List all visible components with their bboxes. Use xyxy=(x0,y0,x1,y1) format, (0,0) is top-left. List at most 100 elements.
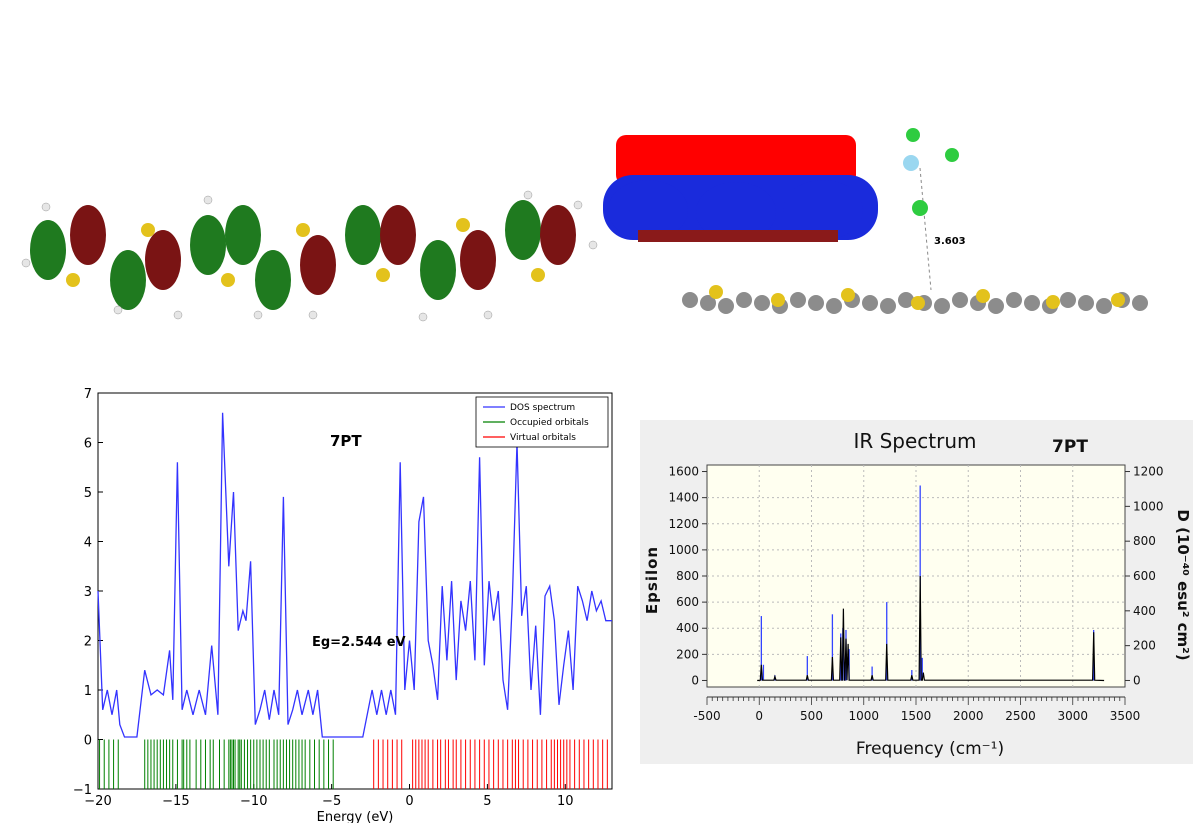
dos-y-tick-label: 0 xyxy=(84,734,92,749)
sulfur-atom xyxy=(1046,295,1060,309)
red-lobe xyxy=(460,230,496,290)
ir-chart-svg: IR Spectrum 7PT -500 0 500 1000 1500 2000 2500… xyxy=(643,429,1192,759)
dos-y-tick-label: 5 xyxy=(84,486,92,501)
ir-y-tick-label: 1400 xyxy=(668,491,699,505)
ir-y-label: Epsilon xyxy=(643,546,661,614)
legend-label-dos: DOS spectrum xyxy=(510,403,575,413)
green-lobe xyxy=(190,215,226,275)
ir-y2-tick-label: 1200 xyxy=(1133,465,1164,479)
ir-subtitle: 7PT xyxy=(1052,437,1088,457)
hydrogen-atom xyxy=(573,200,583,210)
green-lobe xyxy=(110,250,146,310)
center-atom xyxy=(903,155,919,171)
chlorine-atom xyxy=(912,200,928,216)
green-lobe xyxy=(505,200,541,260)
sulfur-atom xyxy=(66,273,80,287)
hydrogen-atom xyxy=(203,195,213,205)
ir-epsilon-line xyxy=(757,575,1105,682)
orbital-drawing xyxy=(21,190,598,322)
sulfur-atom xyxy=(221,273,235,287)
sulfur-atom xyxy=(456,218,470,232)
green-lobe xyxy=(225,205,261,265)
sulfur-atom xyxy=(911,296,925,310)
ir-grid xyxy=(707,465,1125,687)
carbon-atom xyxy=(718,298,734,314)
ir-title: IR Spectrum xyxy=(853,429,976,453)
ir-y-tick-label: 800 xyxy=(676,569,699,583)
surface-lobe xyxy=(608,180,688,240)
dos-y-ticks: −1 0 1 2 3 4 5 6 7 xyxy=(73,387,103,798)
carbon-atom xyxy=(1060,292,1076,308)
dos-y-tick-label: 6 xyxy=(84,437,92,452)
red-lobe xyxy=(145,230,181,290)
dos-x-ticks: −20 −15 −10 −5 0 5 10 xyxy=(84,784,574,809)
surface-lobe xyxy=(783,180,863,240)
carbon-atom xyxy=(934,298,950,314)
hydrogen-atom xyxy=(483,310,493,320)
red-lobe xyxy=(300,235,336,295)
hydrogen-atom xyxy=(41,202,51,212)
dos-x-tick-label: −20 xyxy=(84,794,111,809)
dos-y-tick-label: −1 xyxy=(73,783,92,798)
green-lobe xyxy=(255,250,291,310)
carbon-atom xyxy=(790,292,806,308)
dos-x-tick-label: −15 xyxy=(162,794,189,809)
dos-y-tick-label: 7 xyxy=(84,387,92,402)
ir-y2-tick-label: 1000 xyxy=(1133,499,1164,513)
green-lobe xyxy=(30,220,66,280)
carbon-atom xyxy=(880,298,896,314)
sulfur-atom xyxy=(296,223,310,237)
ir-y2-tick-label: 800 xyxy=(1133,534,1156,548)
hydrogen-atom xyxy=(113,305,123,315)
ir-x-tick-label: 1000 xyxy=(848,709,879,723)
sulfur-atom xyxy=(141,223,155,237)
ir-spectrum-chart: IR Spectrum 7PT -500 0 500 1000 1500 2000 2500… xyxy=(640,420,1193,764)
ir-x-ticks: -500 0 500 1000 1500 2000 2500 3000 3500 xyxy=(693,696,1141,723)
sulfur-atom xyxy=(771,293,785,307)
ir-x-tick-label: 3500 xyxy=(1110,709,1141,723)
hydrogen-atom xyxy=(308,310,318,320)
hydrogen-atom xyxy=(523,190,533,200)
carbon-atom xyxy=(1006,292,1022,308)
carbon-atom xyxy=(736,292,752,308)
ir-y2-tick-label: 200 xyxy=(1133,639,1156,653)
ir-y2-label: D (10⁻⁴⁰ esu² cm²) xyxy=(1174,509,1192,660)
carbon-atom xyxy=(1096,298,1112,314)
dos-x-tick-label: −10 xyxy=(240,794,267,809)
carbon-atom xyxy=(988,298,1004,314)
distance-label: 3.603 xyxy=(934,236,966,247)
carbon-atom xyxy=(1132,295,1148,311)
ir-y-ticks: 0 200 400 600 800 1000 1200 1400 1600 xyxy=(668,465,707,687)
red-lobe xyxy=(380,205,416,265)
complex-drawing: 3.603 xyxy=(603,128,1148,314)
red-lobe xyxy=(540,205,576,265)
surface-top xyxy=(616,135,856,185)
hydrogen-atom xyxy=(588,240,598,250)
dos-legend: DOS spectrum Occupied orbitals Virtual o… xyxy=(475,396,609,448)
dos-x-tick-label: 5 xyxy=(483,794,491,809)
dos-y-tick-label: 2 xyxy=(84,635,92,650)
red-lobe xyxy=(70,205,106,265)
sulfur-atom xyxy=(531,268,545,282)
green-lobe xyxy=(420,240,456,300)
ir-y-tick-label: 0 xyxy=(691,673,699,687)
ir-y-tick-label: 200 xyxy=(676,647,699,661)
dos-chart: −20 −15 −10 −5 0 5 10 −1 0 1 2 3 4 5 6 7 7PT Eg=2.544 … xyxy=(40,378,630,825)
dos-x-tick-label: 0 xyxy=(405,794,413,809)
green-lobe xyxy=(345,205,381,265)
sulfur-atom xyxy=(841,288,855,302)
hydrogen-atom xyxy=(173,310,183,320)
surface-edge xyxy=(638,230,838,242)
dos-x-tick-label: −5 xyxy=(322,794,341,809)
legend-label-occupied: Occupied orbitals xyxy=(510,418,589,428)
carbon-atom xyxy=(754,295,770,311)
ir-x-label: Frequency (cm⁻¹) xyxy=(856,739,1004,759)
carbon-atom xyxy=(682,292,698,308)
ir-y-tick-label: 1200 xyxy=(668,517,699,531)
ir-x-tick-label: 3000 xyxy=(1057,709,1088,723)
chlorine-atom xyxy=(906,128,920,142)
chlorine-atom xyxy=(945,148,959,162)
dos-title: 7PT xyxy=(330,432,362,450)
carbon-atom xyxy=(862,295,878,311)
